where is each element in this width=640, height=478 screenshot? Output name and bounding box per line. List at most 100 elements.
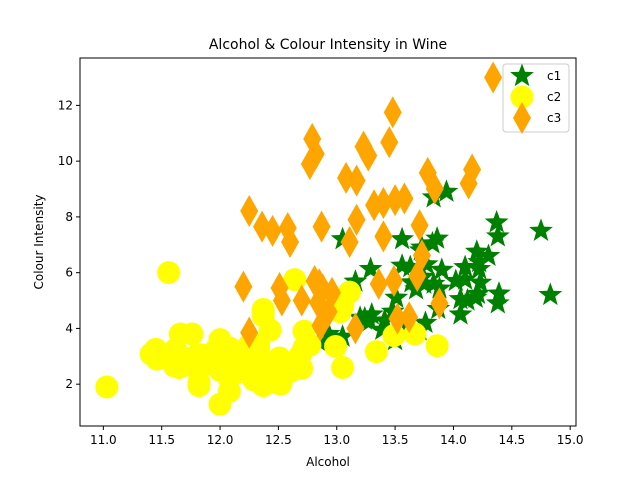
point-c2 xyxy=(144,337,168,361)
legend-label: c1 xyxy=(547,69,561,83)
point-c1 xyxy=(420,230,445,254)
x-tick-label: 14.5 xyxy=(498,433,525,447)
point-c3 xyxy=(253,210,272,243)
point-c1 xyxy=(390,226,414,250)
y-tick-label: 6 xyxy=(65,266,73,280)
y-tick-label: 10 xyxy=(58,154,73,168)
point-c3 xyxy=(412,239,431,272)
point-c3 xyxy=(369,267,388,300)
point-c1 xyxy=(352,305,377,329)
y-axis-label: Colour Intensity xyxy=(32,195,46,290)
point-c3 xyxy=(374,186,393,219)
point-c3 xyxy=(359,139,378,172)
point-c1 xyxy=(466,281,490,304)
plot-area xyxy=(79,57,577,427)
axes-frame xyxy=(79,57,577,427)
point-c2 xyxy=(163,354,187,378)
point-c1 xyxy=(464,239,489,262)
point-c1 xyxy=(421,271,446,294)
point-c1 xyxy=(476,243,501,267)
point-c3 xyxy=(380,126,399,159)
point-c1 xyxy=(485,223,510,247)
point-c3 xyxy=(312,210,331,243)
point-c1 xyxy=(468,270,493,293)
point-c2 xyxy=(208,392,232,416)
point-c1 xyxy=(398,254,423,278)
point-c3 xyxy=(383,96,402,129)
y-tick-label: 4 xyxy=(65,321,73,335)
point-c3 xyxy=(374,220,393,253)
chart-title: Alcohol & Colour Intensity in Wine xyxy=(209,37,447,53)
point-c2 xyxy=(213,355,237,379)
x-tick-label: 11.0 xyxy=(90,433,117,447)
point-c3 xyxy=(347,164,366,197)
point-c1 xyxy=(538,282,563,306)
point-c1 xyxy=(370,317,395,340)
point-c3 xyxy=(430,287,449,320)
legend-label: c3 xyxy=(547,111,561,125)
legend-marker-c2 xyxy=(510,85,534,109)
point-c3 xyxy=(300,147,319,180)
point-c1 xyxy=(316,321,341,345)
point-c2 xyxy=(95,375,119,399)
y-tick-label: 2 xyxy=(65,377,73,391)
point-c3 xyxy=(292,284,311,317)
x-tick-label: 14.0 xyxy=(440,433,467,447)
point-c3 xyxy=(484,61,503,94)
point-c2 xyxy=(331,355,355,379)
point-c3 xyxy=(347,203,366,236)
point-c1 xyxy=(484,209,509,233)
point-c1 xyxy=(330,324,355,347)
x-axis-label: Alcohol xyxy=(306,455,350,469)
point-c1 xyxy=(380,299,405,322)
x-tick-label: 12.5 xyxy=(265,433,292,447)
point-c1 xyxy=(429,257,454,280)
point-c1 xyxy=(343,269,368,292)
point-c3 xyxy=(340,226,359,258)
point-c1 xyxy=(359,301,384,325)
point-c1 xyxy=(330,226,355,250)
point-c2 xyxy=(251,369,275,393)
point-c3 xyxy=(240,195,259,228)
x-tick-label: 13.5 xyxy=(382,433,409,447)
point-c1 xyxy=(384,285,409,308)
point-c3 xyxy=(418,156,437,189)
point-c2 xyxy=(283,268,307,292)
x-tick-label: 15.0 xyxy=(557,433,584,447)
point-c3 xyxy=(459,167,478,200)
legend-label: c2 xyxy=(547,90,561,104)
point-c2 xyxy=(298,333,322,357)
point-c3 xyxy=(400,301,419,334)
y-tick-label: 8 xyxy=(65,210,73,224)
point-c2 xyxy=(258,318,282,342)
point-c3 xyxy=(384,265,403,298)
y-axis: 2 4 6 8 10 12 xyxy=(58,98,80,391)
x-tick-label: 12.0 xyxy=(207,433,234,447)
point-c3 xyxy=(272,284,291,317)
x-axis: 11.0 11.5 12.0 12.5 13.0 13.5 14.0 14.5 15.0 xyxy=(90,426,584,447)
point-c1 xyxy=(453,254,478,278)
point-c1 xyxy=(485,290,510,314)
point-c3 xyxy=(346,312,365,345)
legend: c1 c2 c3 xyxy=(502,63,570,134)
point-c2 xyxy=(164,337,188,361)
point-c3 xyxy=(234,270,253,303)
point-c3 xyxy=(278,212,297,245)
point-c1 xyxy=(425,226,450,249)
point-c1 xyxy=(455,288,480,311)
point-c1 xyxy=(413,310,438,333)
point-c1 xyxy=(434,179,459,202)
point-c1 xyxy=(358,256,383,280)
point-c2 xyxy=(324,335,348,359)
point-c1 xyxy=(443,268,468,292)
point-c1 xyxy=(529,218,553,241)
y-tick-label: 12 xyxy=(58,98,73,112)
point-c3 xyxy=(240,316,259,349)
point-c1 xyxy=(487,281,511,304)
point-c1 xyxy=(448,301,473,325)
point-c3 xyxy=(410,209,429,242)
point-c2 xyxy=(187,374,211,398)
point-c1 xyxy=(414,251,439,275)
point-c2 xyxy=(184,344,208,368)
